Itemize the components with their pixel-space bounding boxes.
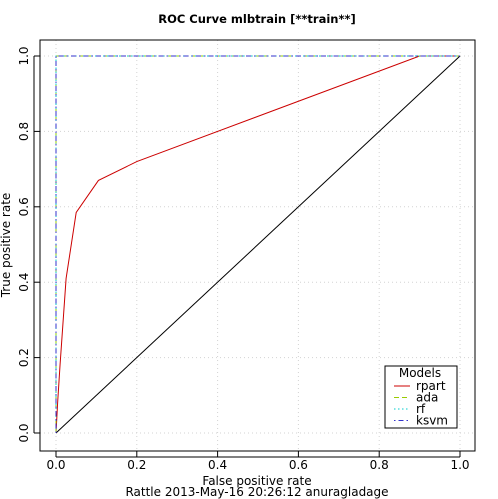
x-tick-label: 0.2	[127, 458, 146, 472]
footer-text: Rattle 2013-May-16 20:26:12 anuragladage	[125, 485, 388, 499]
x-tick-label: 0.4	[208, 458, 227, 472]
x-tick-label: 0.8	[370, 458, 389, 472]
x-axis: 0.0 0.2 0.4 0.6 0.8 1.0	[46, 451, 469, 472]
chart-title: ROC Curve mlbtrain [**train**]	[158, 12, 356, 26]
y-tick-label: 0.2	[17, 348, 31, 367]
x-tick-label: 1.0	[450, 458, 469, 472]
legend-label-ksvm: ksvm	[416, 414, 448, 428]
y-tick-label: 0.6	[17, 197, 31, 216]
y-axis-label: True positive rate	[0, 193, 13, 299]
y-tick-label: 0.4	[17, 273, 31, 292]
y-tick-label: 0.0	[17, 423, 31, 442]
y-tick-label: 0.8	[17, 122, 31, 141]
x-tick-label: 0.6	[289, 458, 308, 472]
y-axis: 0.0 0.2 0.4 0.6 0.8 1.0	[17, 46, 40, 442]
y-tick-label: 1.0	[17, 46, 31, 65]
legend-title: Models	[399, 366, 441, 380]
x-tick-label: 0.0	[46, 458, 65, 472]
